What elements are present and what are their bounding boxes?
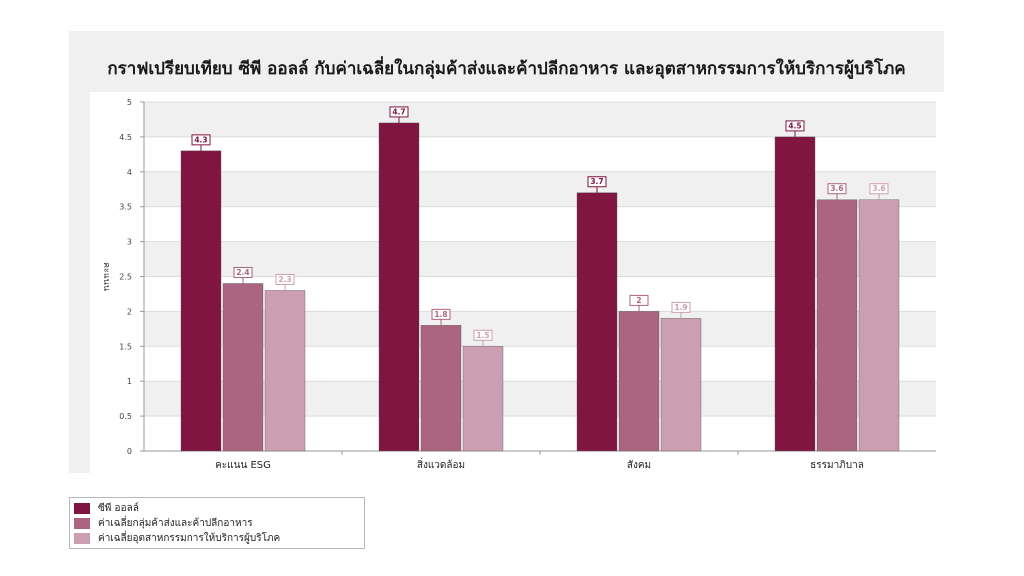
- y-tick-label: 3: [127, 238, 132, 247]
- data-label-box: [587, 176, 607, 188]
- x-tick-label: สังคม: [627, 460, 651, 471]
- data-label-box: [389, 106, 409, 118]
- data-label-box: [827, 183, 847, 195]
- data-label-box: [473, 329, 493, 341]
- grid-band: [144, 102, 936, 137]
- bar-1-1: [420, 325, 462, 452]
- data-label-box: [233, 266, 253, 278]
- bar-2-0: [576, 192, 618, 452]
- y-tick-label: 0: [127, 447, 132, 456]
- data-label-box: [191, 134, 211, 146]
- data-label-box: [671, 301, 691, 313]
- legend-label-industry-avg: ค่าเฉลี่ยอุตสาหกรรมการให้บริการผู้บริโภค: [98, 533, 281, 544]
- data-label: 2.3: [278, 275, 291, 284]
- data-label: 3.6: [830, 184, 843, 193]
- legend-swatch-industry-avg: [74, 533, 90, 544]
- y-tick-label: 1: [127, 377, 132, 386]
- bar-0-0: [180, 150, 222, 452]
- bar-3-1: [816, 199, 858, 452]
- legend-item-retail-avg: ค่าเฉลี่ยกลุ่มค้าส่งและค้าปลีกอาหาร: [74, 516, 360, 531]
- data-label: 3.6: [872, 184, 885, 193]
- data-label-box: [275, 273, 295, 285]
- legend-item-industry-avg: ค่าเฉลี่ยอุตสาหกรรมการให้บริการผู้บริโภค: [74, 531, 360, 546]
- data-label: 4.3: [194, 135, 207, 144]
- data-label-box: [869, 183, 889, 195]
- bar-1-0: [378, 122, 420, 452]
- y-tick-label: 2: [127, 307, 132, 316]
- left-band: [69, 92, 90, 473]
- legend: ซีพี ออลล์ ค่าเฉลี่ยกลุ่มค้าส่งและค้าปลี…: [69, 497, 365, 549]
- legend-label-retail-avg: ค่าเฉลี่ยกลุ่มค้าส่งและค้าปลีกอาหาร: [98, 518, 253, 529]
- legend-swatch-cpall: [74, 503, 90, 514]
- legend-label-cpall: ซีพี ออลล์: [98, 503, 139, 514]
- legend-item-cpall: ซีพี ออลล์: [74, 501, 360, 516]
- y-tick-label: 4: [127, 168, 132, 177]
- y-tick-label: 5: [127, 98, 132, 107]
- data-label-box: [785, 120, 805, 132]
- bar-0-2: [264, 290, 306, 452]
- data-label: 4.5: [788, 121, 801, 130]
- data-label: 1.9: [674, 303, 687, 312]
- data-label: 3.7: [590, 177, 603, 186]
- data-label-box: [629, 294, 649, 306]
- y-tick-label: 4.5: [119, 133, 132, 142]
- y-tick-label: 1.5: [119, 342, 132, 351]
- data-label: 4.7: [392, 107, 405, 116]
- data-label: 1.5: [476, 331, 489, 340]
- data-label: 2.4: [236, 268, 249, 277]
- data-label: 1.8: [434, 310, 447, 319]
- bar-0-1: [222, 283, 264, 452]
- data-label-box: [431, 308, 451, 320]
- chart-title: กราฟเปรียบเทียบ ซีพี ออลล์ กับค่าเฉลี่ยใ…: [107, 59, 906, 79]
- y-tick-label: 2.5: [119, 273, 132, 282]
- y-tick-label: 3.5: [119, 203, 132, 212]
- title-band: กราฟเปรียบเทียบ ซีพี ออลล์ กับค่าเฉลี่ยใ…: [69, 31, 944, 92]
- y-axis-title: คะแนน: [101, 262, 111, 291]
- x-tick-label: ธรรมาภิบาล: [810, 460, 864, 471]
- legend-swatch-retail-avg: [74, 518, 90, 529]
- bar-2-1: [618, 311, 660, 452]
- data-label: 2: [636, 296, 641, 305]
- x-tick-label: สิ่งแวดล้อม: [417, 457, 465, 471]
- bar-3-0: [774, 136, 816, 452]
- bar-2-2: [660, 318, 702, 452]
- bar-3-2: [858, 199, 900, 452]
- y-tick-label: 0.5: [119, 412, 132, 421]
- x-tick-label: คะแนน ESG: [215, 460, 271, 471]
- bar-1-2: [462, 346, 504, 452]
